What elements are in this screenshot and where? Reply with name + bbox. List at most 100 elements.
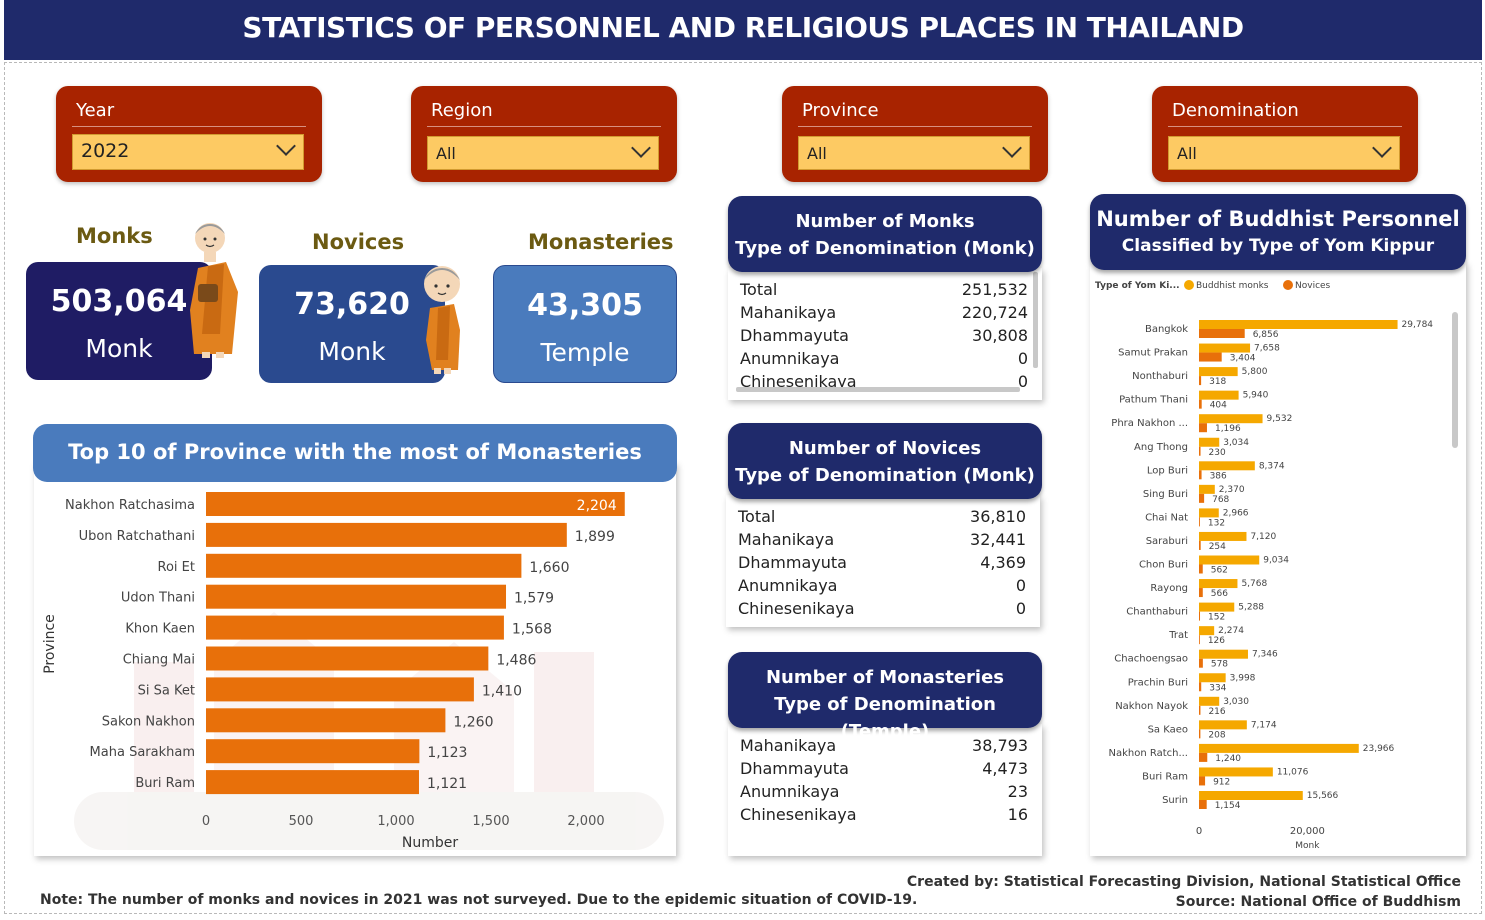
data-label-monks: 7,658 [1254,344,1280,354]
row-value: 4,369 [980,553,1026,572]
x-axis-title: Monk [1295,841,1320,851]
bar-monks [1199,743,1359,753]
bar-novices [1199,635,1200,645]
bar-monks [1199,531,1247,541]
horizontal-scrollbar[interactable] [736,387,1020,392]
data-label: 1,660 [529,560,569,576]
data-label: 1,579 [514,591,554,607]
region-value: All [436,144,456,163]
x-tick-label: 1,500 [472,814,509,829]
bar-novices [1199,800,1207,809]
bar-novices [1199,588,1203,598]
x-tick-label: 20,000 [1290,826,1325,837]
table-row: Dhammayuta 4,473 [740,759,1028,782]
divider [72,126,306,127]
table-row: Mahanikaya 32,441 [738,530,1026,553]
row-name: Mahanikaya [738,530,835,549]
data-label-novices: 562 [1211,566,1228,576]
bar-monks [1199,555,1260,565]
novices-table-header: Number of Novices Type of Denomination (… [728,423,1042,499]
bar-novices [1199,470,1202,480]
data-label-monks: 3,034 [1223,438,1249,448]
table-row: Anumnikaya 23 [740,782,1028,805]
province-slicer: Province All [782,86,1048,182]
data-label-monks: 11,076 [1277,767,1309,777]
bar [206,739,420,764]
data-label-novices: 208 [1208,730,1225,740]
personnel-chart-header: Number of Buddhist Personnel Classified … [1090,194,1466,270]
data-label-novices: 404 [1210,401,1227,411]
region-dropdown[interactable]: All [427,136,659,170]
row-value: 23 [1007,782,1028,801]
vertical-scrollbar[interactable] [1033,272,1038,368]
bar [206,492,625,516]
page-title: STATISTICS OF PERSONNEL AND RELIGIOUS PL… [4,0,1482,60]
chevron-down-icon [1372,138,1392,158]
novices-kpi-value: 73,620 [294,287,410,322]
footer-note: Note: The number of monks and novices in… [40,892,918,908]
category-label: Maha Sarakham [90,745,195,760]
bar-monks [1199,461,1255,471]
legend-monks-label: Buddhist monks [1196,281,1269,291]
row-name: Chinesenikaya [740,372,857,391]
novices-table-title-line1: Number of Novices [788,438,982,459]
category-label: Chanthaburi [1126,607,1188,618]
data-label: 1,123 [427,745,467,761]
personnel-title-line1: Number of Buddhist Personnel [1096,207,1460,231]
row-name: Dhammayuta [738,553,847,572]
data-label-monks: 7,346 [1252,650,1278,660]
bar-monks [1199,508,1219,518]
bar [206,615,504,640]
row-value: 220,724 [961,303,1028,322]
province-dropdown[interactable]: All [798,136,1030,170]
data-label-novices: 152 [1208,613,1225,623]
data-label: 1,121 [427,776,467,792]
monasteries-kpi-card: 43,305 Temple [493,265,677,383]
data-label-monks: 8,374 [1259,461,1285,471]
novices-kpi-unit: Monk [318,337,386,366]
data-label-novices: 254 [1209,542,1226,552]
top10-chart-body: Nakhon Ratchasima 2,204 Ubon Ratchathani 1,… [34,462,676,856]
year-dropdown[interactable]: 2022 [72,134,304,170]
top10-panel-title: Top 10 of Province with the most of Mona… [33,424,677,482]
personnel-bar-chart: Type of Yom Ki... Buddhist monks Novices Ba… [1095,280,1433,851]
chevron-down-icon [631,138,651,158]
row-value: 251,532 [961,280,1028,299]
monks-table: Total 251,532 Mahanikaya 220,724 Dhammayuta 3… [728,268,1042,400]
data-label-novices: 1,240 [1215,754,1241,764]
monasteries-kpi-title: Monasteries [528,230,674,254]
legend-novices-marker [1283,280,1293,290]
data-label: 1,410 [482,683,522,699]
row-name: Anumnikaya [738,576,838,595]
category-label: Udon Thani [121,591,195,606]
data-label-novices: 1,196 [1215,424,1241,434]
monasteries-table-title-line2: Type of Denomination (Temple) [774,694,996,742]
row-name: Dhammayuta [740,759,849,778]
denomination-dropdown[interactable]: All [1168,136,1400,170]
table-row: Dhammayuta 30,808 [740,326,1028,349]
data-label-novices: 768 [1212,495,1229,505]
year-value: 2022 [81,140,130,162]
denomination-value: All [1177,144,1197,163]
table-row: Total 36,810 [738,507,1026,530]
category-label: Phra Nakhon ... [1111,418,1188,429]
bar-novices [1199,705,1201,715]
bar-monks [1199,579,1238,589]
bar-novices [1199,540,1201,550]
data-label-novices: 578 [1211,660,1228,670]
bar-monks [1199,767,1273,777]
category-label: Sing Buri [1143,489,1188,500]
category-label: Samut Prakan [1118,348,1188,359]
slicer-label: Year [76,100,115,121]
data-label-monks: 7,174 [1251,720,1277,730]
row-name: Total [738,507,776,526]
slicer-label: Region [431,100,493,121]
bar [206,584,507,609]
vertical-scrollbar[interactable] [1452,312,1458,448]
monasteries-kpi-value: 43,305 [527,288,643,323]
x-tick-label: 2,000 [567,814,604,829]
category-label: Nakhon Nayok [1115,701,1188,712]
footer-source: Source: National Office of Buddhism [1175,894,1461,910]
data-label: 1,486 [496,653,536,669]
row-value: 32,441 [970,530,1026,549]
